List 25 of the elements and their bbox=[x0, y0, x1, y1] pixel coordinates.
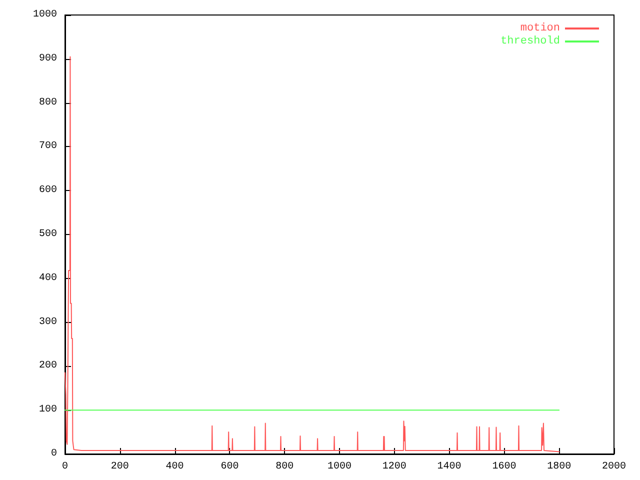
y-tick-label: 300 bbox=[38, 316, 57, 328]
y-tick-label: 500 bbox=[38, 229, 57, 240]
y-tick-label: 700 bbox=[38, 141, 57, 152]
x-tick-label: 1200 bbox=[382, 462, 406, 472]
x-tick-label: 1000 bbox=[327, 462, 352, 472]
x-tick-label: 400 bbox=[166, 462, 184, 472]
x-tick-label: 2000 bbox=[602, 462, 626, 472]
y-tick-label: 600 bbox=[38, 185, 57, 196]
y-tick-label: 1000 bbox=[32, 10, 57, 20]
legend-label: threshold bbox=[500, 36, 560, 48]
x-tick-label: 800 bbox=[276, 462, 294, 472]
x-tick-label: 0 bbox=[62, 462, 68, 472]
x-tick-label: 1800 bbox=[547, 462, 572, 472]
y-tick-label: 900 bbox=[38, 53, 57, 64]
legend-label: motion bbox=[520, 22, 560, 34]
x-tick-label: 600 bbox=[220, 462, 239, 472]
line-series bbox=[64, 56, 560, 452]
x-tick-label: 1600 bbox=[492, 462, 516, 472]
x-tick-label: 1400 bbox=[437, 462, 462, 472]
x-tick-label: 200 bbox=[110, 462, 129, 472]
y-tick-label: 200 bbox=[38, 360, 57, 372]
y-tick-label: 800 bbox=[38, 97, 57, 108]
y-tick-label: 400 bbox=[38, 272, 57, 284]
y-tick-label: 100 bbox=[38, 404, 57, 416]
y-tick-label: 0 bbox=[50, 448, 57, 460]
